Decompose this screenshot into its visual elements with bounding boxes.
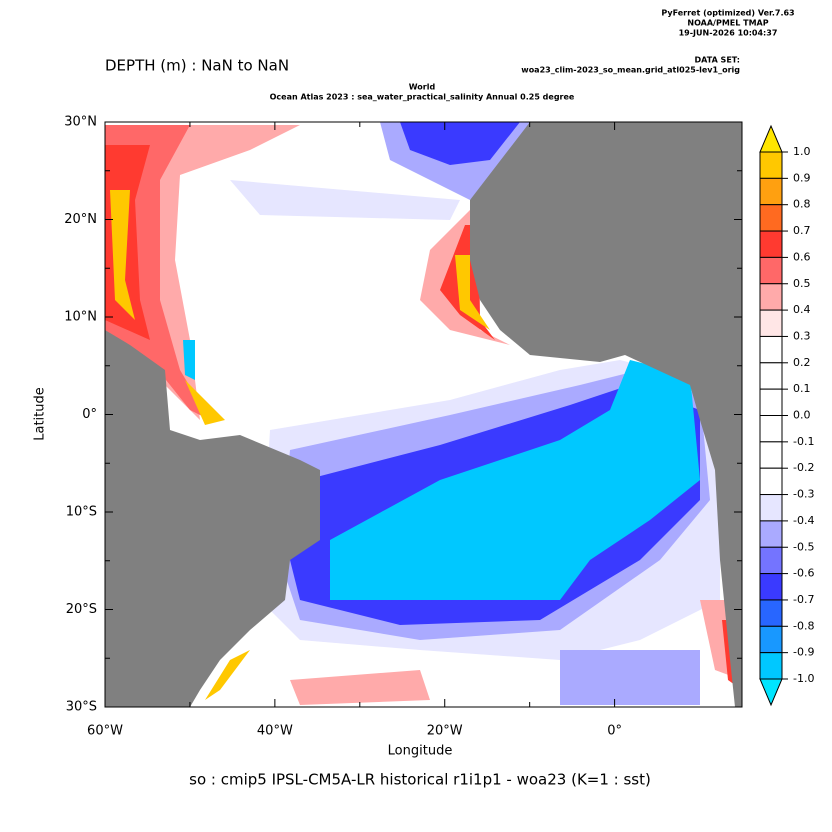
colorbar-label: 0.3	[793, 329, 811, 342]
footer-title: so : cmip5 IPSL-CM5A-LR historical r1i1p…	[189, 771, 651, 789]
x-tick-label: 20°W	[427, 724, 463, 739]
colorbar-label: 0.7	[793, 224, 811, 237]
colorbar-label: 0.1	[793, 382, 811, 395]
x-tick-label: 60°W	[87, 724, 123, 739]
y-tick-label: 10°S	[66, 505, 97, 520]
colorbar-bin	[759, 599, 783, 627]
y-tick-label: 30°N	[64, 115, 97, 130]
colorbar-bin	[759, 494, 783, 522]
colorbar-label: -0.4	[793, 514, 814, 527]
org: NOAA/PMEL TMAP	[687, 19, 768, 28]
colorbar-bin	[759, 177, 783, 206]
x-tick-label: 0°	[607, 724, 622, 739]
y-tick-label: 30°S	[66, 700, 97, 715]
colorbar-label: -0.1	[793, 435, 814, 448]
colorbar-label: -0.5	[793, 540, 814, 553]
colorbar-bin	[759, 256, 783, 285]
colorbar-under	[759, 678, 783, 707]
x-tick-label: 40°W	[257, 724, 293, 739]
colorbar-bin	[759, 283, 783, 311]
colorbar-bin	[759, 388, 783, 416]
colorbar-label: 0.9	[793, 171, 811, 184]
colorbar-bin	[759, 415, 783, 443]
colorbar-bin	[759, 151, 783, 179]
colorbar-bin	[759, 335, 783, 364]
colorbar-bin	[759, 652, 783, 680]
colorbar-bin	[759, 309, 783, 337]
colorbar-label: -0.2	[793, 461, 814, 474]
land	[105, 330, 320, 707]
colorbar-bin	[759, 230, 783, 258]
colorbar-label: 0.5	[793, 277, 811, 290]
colorbar-bin	[759, 441, 783, 469]
colorbar-label: 0.4	[793, 303, 811, 316]
land	[470, 122, 742, 707]
y-tick-label: 20°S	[66, 602, 97, 617]
colorbar-over	[759, 124, 783, 153]
colorbar-label: -0.8	[793, 619, 814, 632]
colorbar-bin	[759, 362, 783, 390]
colorbar-bin	[759, 204, 783, 232]
colorbar: 1.0 0.9 0.8 0.7 0.6 0.5 0.4 0.3 0.2 0.1 0.0 -0.1 -0.…	[759, 124, 814, 707]
colorbar-label: -0.9	[793, 646, 814, 659]
depth: DEPTH (m) : NaN to NaN	[105, 57, 289, 75]
y-tick-label: 10°N	[64, 310, 97, 325]
salinity-field	[104, 121, 743, 708]
colorbar-label: 0.8	[793, 198, 811, 211]
colorbar-label: -0.3	[793, 488, 814, 501]
colorbar-bin	[759, 625, 783, 654]
colorbar-bin	[759, 573, 783, 601]
colorbar-label: 0.6	[793, 250, 811, 263]
x-axis-label: Longitude	[388, 744, 453, 759]
subtitle: World	[409, 83, 436, 92]
colorbar-label: 0.0	[793, 409, 811, 422]
y-tick-label: 0°	[82, 407, 97, 422]
y-tick-label: 20°N	[64, 212, 97, 227]
subtitle: Ocean Atlas 2023 : sea_water_practical_s…	[270, 93, 575, 102]
colorbar-label: -1.0	[793, 672, 814, 685]
colorbar-label: -0.7	[793, 593, 814, 606]
software: PyFerret (optimized) Ver.7.63	[661, 9, 794, 18]
y-axis-label: Latitude	[33, 387, 48, 441]
dataset-label: DATA SET:	[695, 56, 740, 65]
colorbar-bin	[759, 546, 783, 575]
colorbar-bin	[759, 520, 783, 548]
colorbar-bin	[759, 467, 783, 496]
timestamp: 19-JUN-2026 10:04:37	[679, 29, 778, 38]
colorbar-label: 0.2	[793, 356, 811, 369]
colorbar-label: 1.0	[793, 145, 811, 158]
colorbar-label: -0.6	[793, 567, 814, 580]
dataset: woa23_clim-2023_so_mean.grid_atl025-lev1…	[521, 66, 740, 75]
